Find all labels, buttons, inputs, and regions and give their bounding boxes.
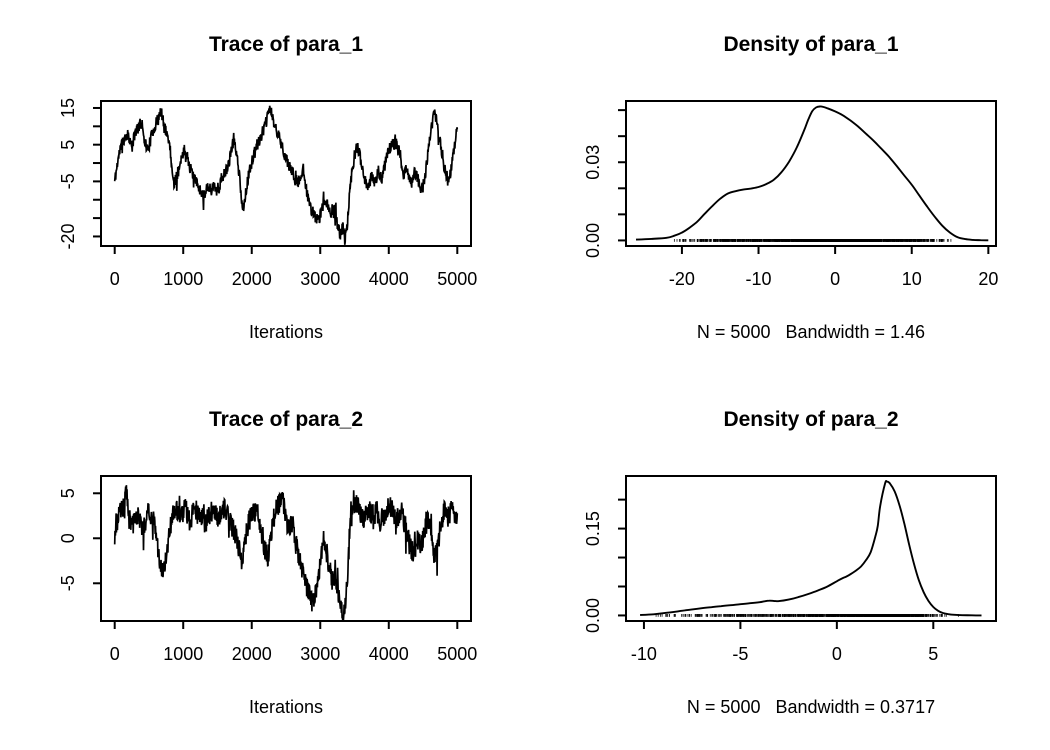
x-tick-label: 5000 <box>437 644 477 664</box>
x-tick-label: 1000 <box>163 644 203 664</box>
panel-trace-para-1: 0 1000 2000 3000 4000 5000 15 5 -5 -20 Trace of pa… <box>0 0 525 375</box>
plot-box <box>100 475 472 622</box>
panel-density-para-2: -10 -5 0 5 0.00 0.15 Density of para_2 N = 5000… <box>525 375 1050 750</box>
y-tick-label: -5 <box>58 575 78 591</box>
trace-para-1-plot: 0 1000 2000 3000 4000 5000 15 5 -5 -20 Trace of pa… <box>58 33 477 342</box>
x-tick-label: 10 <box>902 269 922 289</box>
y-tick-label: 5 <box>58 140 78 150</box>
y-tick-label: 0.00 <box>583 223 603 258</box>
rug-marks <box>655 614 959 617</box>
x-tick-label: -5 <box>732 644 748 664</box>
trace-para-2-plot: 0 1000 2000 3000 4000 5000 5 0 -5 Trace of para_2… <box>58 408 477 717</box>
rug-marks <box>673 239 952 242</box>
x-tick-label: 0 <box>110 644 120 664</box>
x-tick-label: 3000 <box>300 269 340 289</box>
trace-line <box>113 485 459 621</box>
y-tick-label: 15 <box>58 98 78 118</box>
panel-density-para-1: -20 -10 0 10 20 0.00 0.03 Density of para_1 N = … <box>525 0 1050 375</box>
x-tick-label: 2000 <box>232 644 272 664</box>
panel-title: Density of para_1 <box>723 33 898 56</box>
y-tick-label: 0.15 <box>583 511 603 546</box>
panel-title: Density of para_2 <box>723 408 898 431</box>
x-axis-label: N = 5000 Bandwidth = 1.46 <box>697 322 925 342</box>
x-tick-label: 5 <box>928 644 938 664</box>
panel-title: Trace of para_2 <box>209 408 363 431</box>
y-tick-label: -5 <box>58 173 78 189</box>
x-tick-label: 0 <box>830 269 840 289</box>
x-tick-label: 2000 <box>232 269 272 289</box>
trace-line <box>113 105 459 245</box>
x-tick-label: 20 <box>978 269 998 289</box>
x-tick-label: 0 <box>832 644 842 664</box>
x-tick-label: 0 <box>110 269 120 289</box>
x-tick-label: 4000 <box>369 269 409 289</box>
x-tick-label: -10 <box>631 644 657 664</box>
x-tick-label: 4000 <box>369 644 409 664</box>
y-tick-label: -20 <box>58 223 78 249</box>
y-tick-label: 0.03 <box>583 145 603 180</box>
plot-box <box>100 100 472 247</box>
density-para-2-plot: -10 -5 0 5 0.00 0.15 Density of para_2 N = 5000… <box>583 408 997 717</box>
y-tick-label: 0.00 <box>583 598 603 633</box>
panel-trace-para-2: 0 1000 2000 3000 4000 5000 5 0 -5 Trace of para_2… <box>0 375 525 750</box>
x-tick-label: -10 <box>746 269 772 289</box>
y-tick-label: 0 <box>58 533 78 543</box>
density-curve <box>640 480 982 617</box>
x-tick-label: 3000 <box>300 644 340 664</box>
x-axis-label: Iterations <box>249 322 323 342</box>
density-para-1-plot: -20 -10 0 10 20 0.00 0.03 Density of para_1 N = … <box>583 33 998 342</box>
density-curve <box>635 105 989 242</box>
x-tick-label: 5000 <box>437 269 477 289</box>
plot-box <box>625 100 997 247</box>
y-tick-label: 5 <box>58 488 78 498</box>
x-axis-label: Iterations <box>249 697 323 717</box>
plot-box <box>625 475 997 622</box>
x-tick-label: -20 <box>669 269 695 289</box>
panel-title: Trace of para_1 <box>209 33 363 56</box>
x-axis-label: N = 5000 Bandwidth = 0.3717 <box>687 697 935 717</box>
x-tick-label: 1000 <box>163 269 203 289</box>
